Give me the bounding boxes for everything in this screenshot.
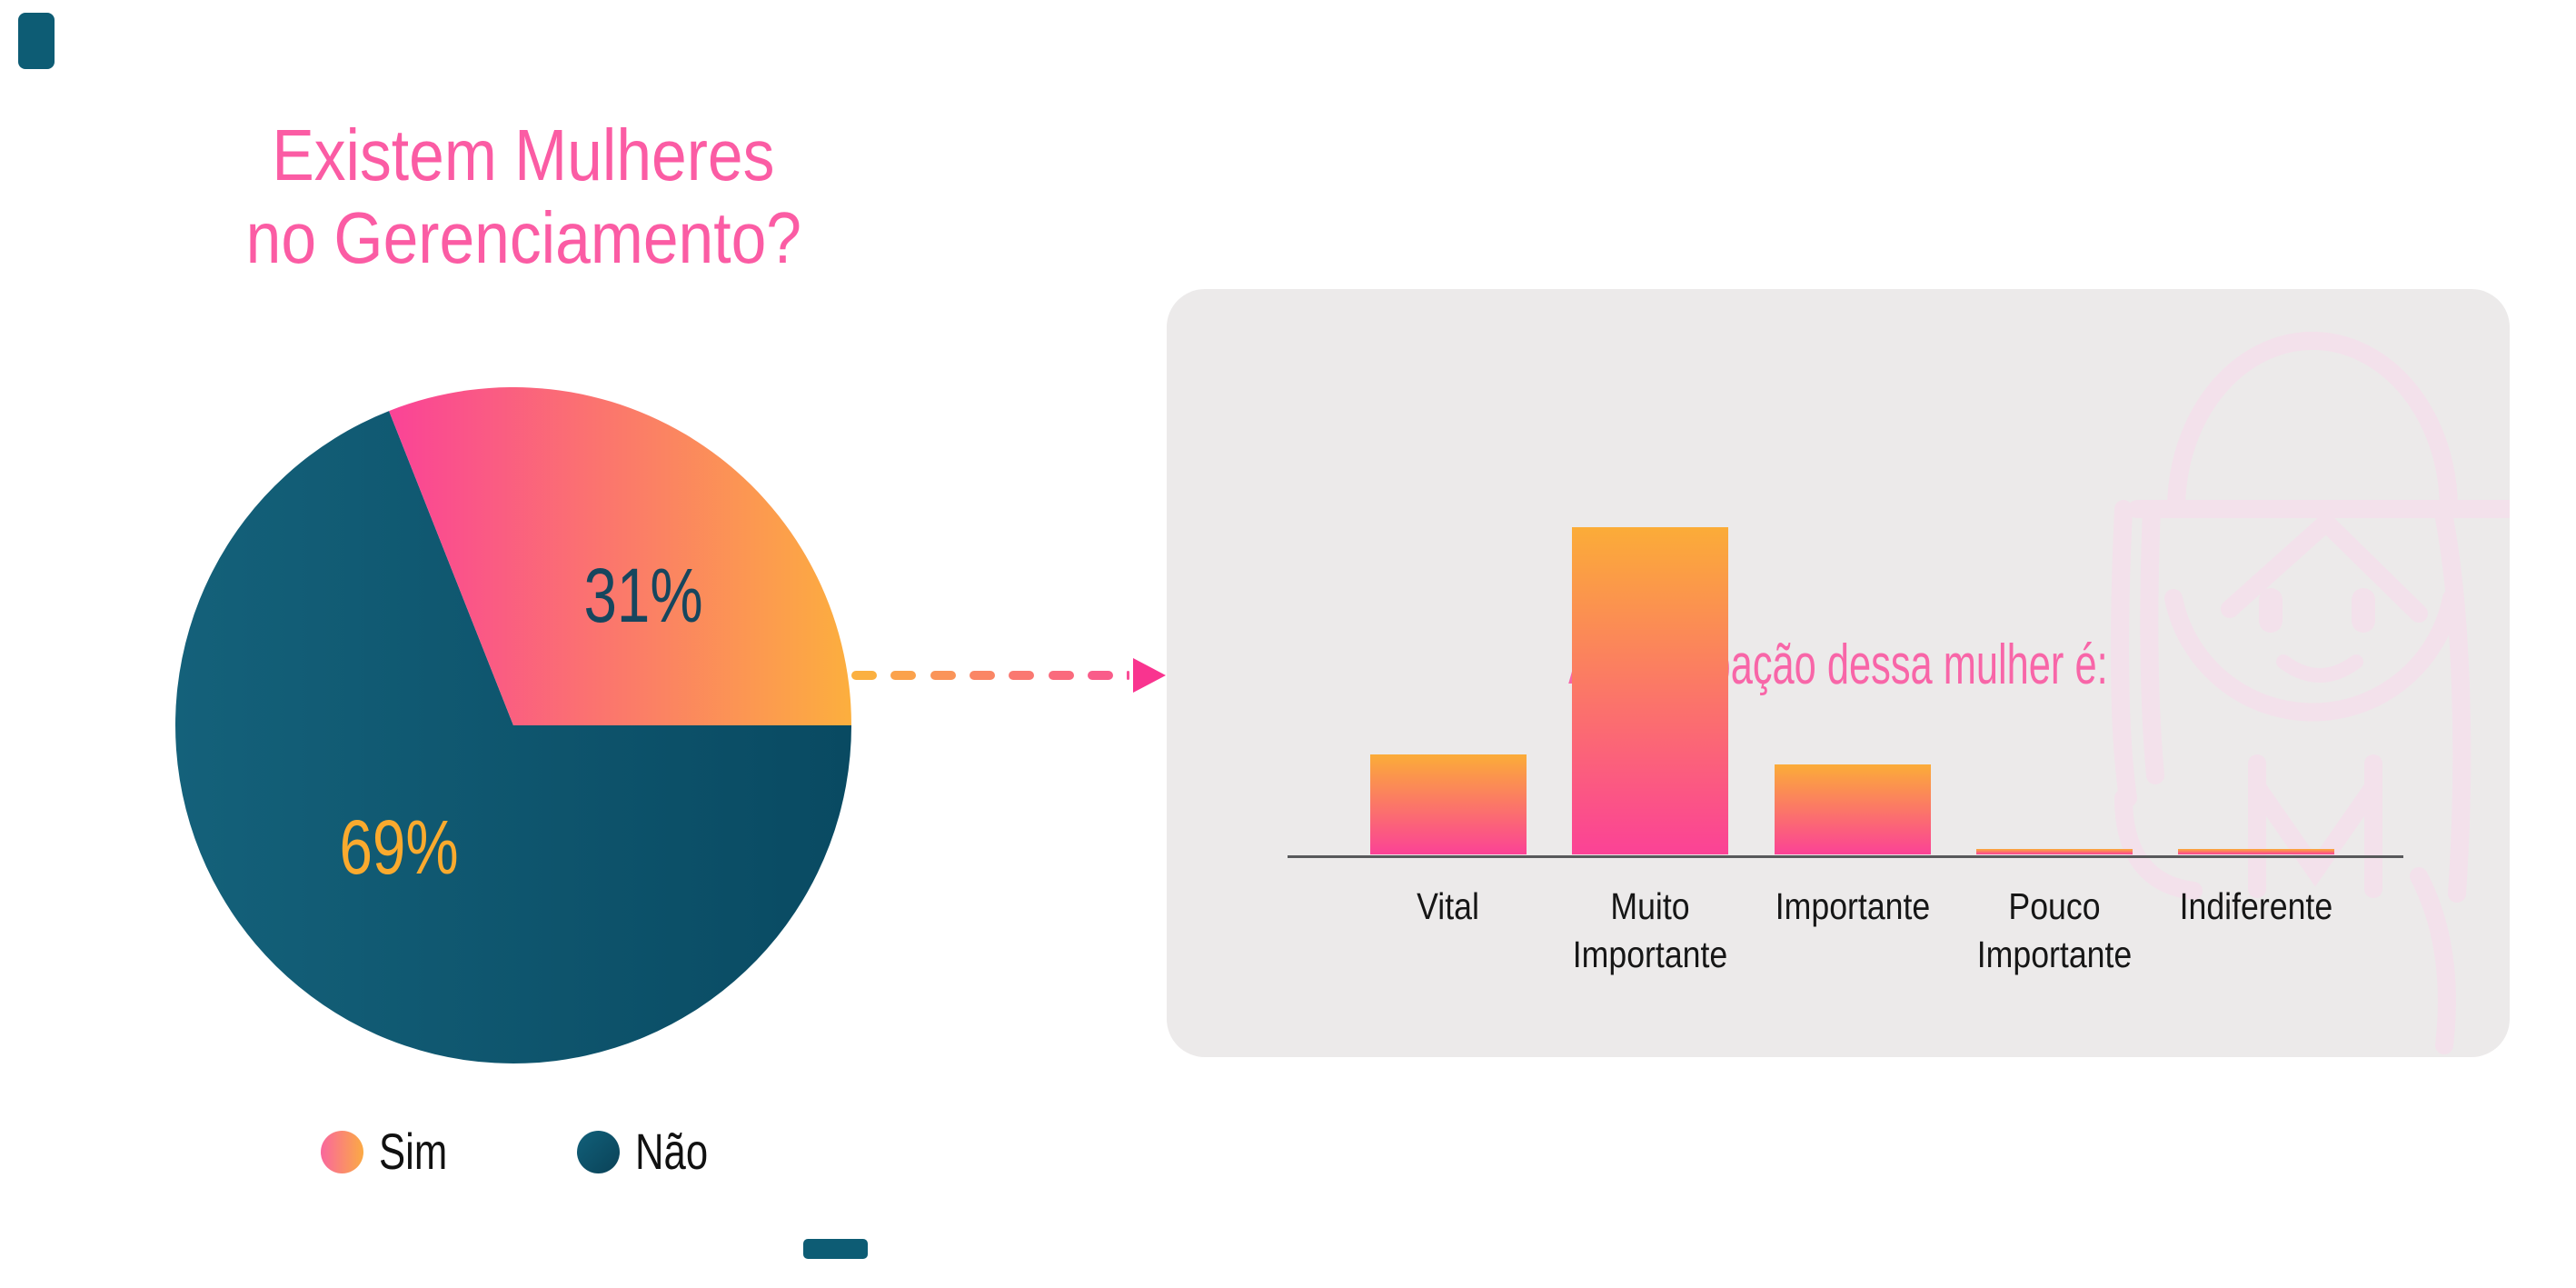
bar-pouco-importante	[1975, 849, 2133, 854]
arrow-dash	[969, 671, 995, 680]
arrow-dash	[1048, 671, 1074, 680]
bottom-accent-shape	[803, 1239, 868, 1259]
page-title-line2: no Gerenciamento?	[245, 197, 801, 278]
pie-slice-sim	[389, 387, 851, 725]
bar-indiferente	[2178, 849, 2334, 854]
corner-accent-shape	[18, 13, 55, 69]
legend-label-nao: Não	[635, 1123, 709, 1180]
legend-dot-nao-icon	[577, 1130, 620, 1173]
arrow-dash	[1087, 671, 1113, 680]
pie-data-label-sim: 31%	[583, 553, 703, 638]
bar-chart-panel: A participação dessa mulher é:	[1167, 289, 2510, 1057]
pie-slice-nao	[175, 411, 851, 1063]
pie-chart	[175, 387, 851, 1063]
bar-importante	[1774, 764, 1931, 854]
panel-title: A participação dessa mulher é:	[1568, 634, 2108, 696]
bar-vital	[1370, 754, 1527, 854]
page-title-line1: Existem Mulheres	[272, 115, 775, 195]
arrow-dash	[930, 671, 956, 680]
bar-label: Vital	[1417, 885, 1480, 927]
pie-data-label-nao: 69%	[339, 804, 459, 890]
bar-muito-importante	[1572, 527, 1729, 854]
arrow-dash	[1127, 671, 1129, 680]
bar-chart-axis-line	[1288, 855, 2403, 858]
bar-label: Importante	[1775, 885, 1930, 927]
arrow-dash	[851, 671, 877, 680]
page-title: Existem Mulheres no Gerenciamento?	[160, 114, 887, 279]
legend-item-sim: Sim	[321, 1126, 466, 1177]
arrow-dash	[1009, 671, 1035, 680]
bar-label: Muito Importante	[1572, 885, 1728, 975]
legend-item-nao: Não	[577, 1126, 729, 1177]
arrowhead-icon	[1133, 658, 1166, 693]
legend-dot-sim-icon	[321, 1130, 363, 1173]
woman-watermark-icon	[2111, 332, 2510, 1054]
legend-label-sim: Sim	[379, 1123, 448, 1180]
bar-label: Indiferente	[2179, 885, 2333, 927]
bar-label: Pouco Importante	[1976, 885, 2133, 975]
arrow-dash	[890, 671, 917, 680]
